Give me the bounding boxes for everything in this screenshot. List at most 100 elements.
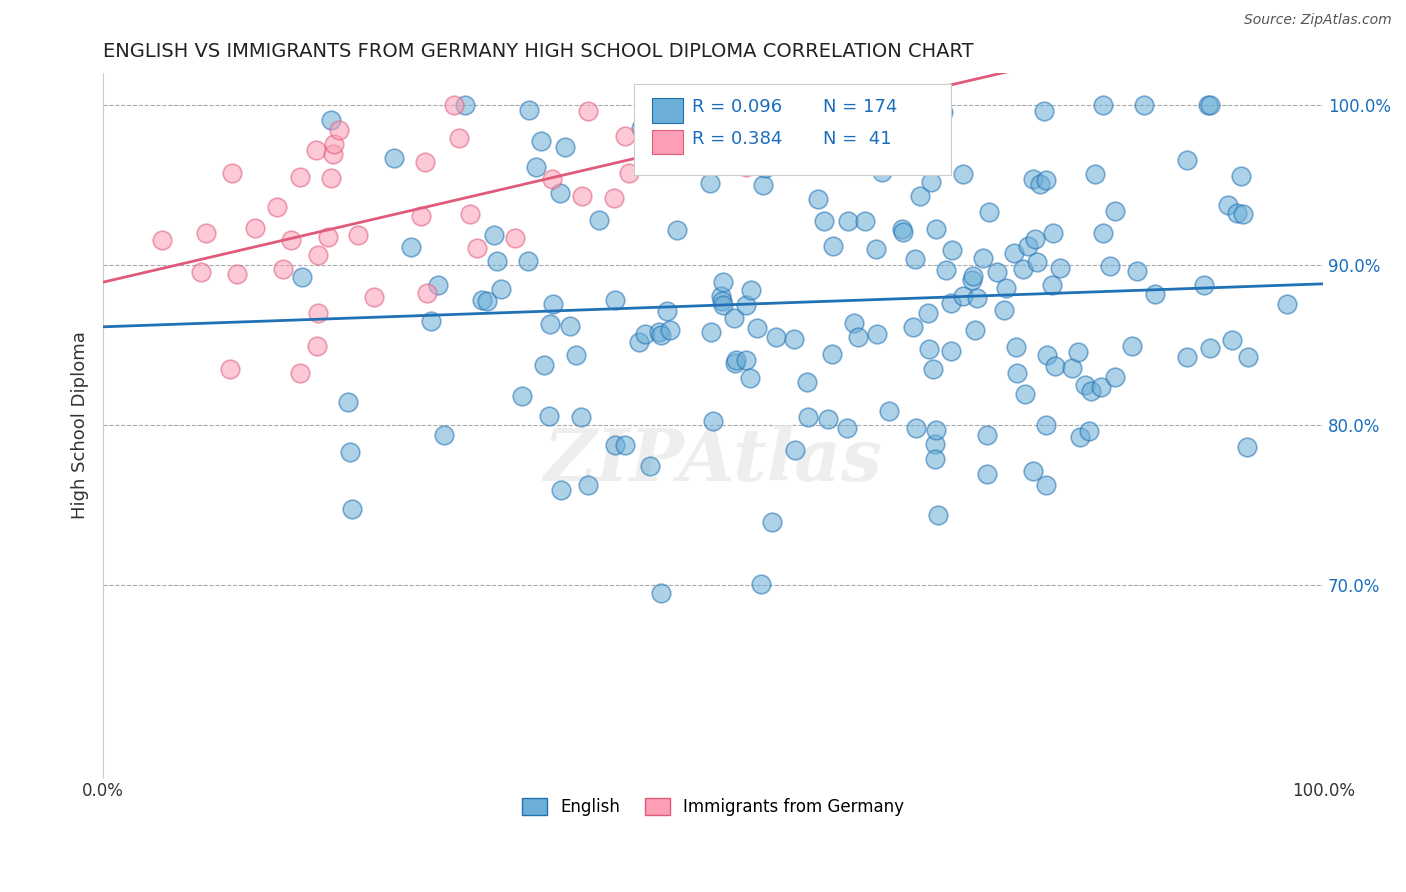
- Point: [613, 129, 636, 144]
- Point: [1199, 98, 1222, 112]
- Point: [1199, 341, 1222, 355]
- Point: [1220, 334, 1243, 348]
- Point: [605, 438, 627, 452]
- Point: [569, 409, 592, 424]
- Point: [702, 414, 724, 428]
- Point: [749, 577, 772, 591]
- Point: [941, 343, 963, 358]
- Point: [924, 436, 946, 450]
- Point: [920, 175, 942, 189]
- Point: [271, 262, 294, 277]
- Point: [893, 225, 915, 239]
- Point: [976, 428, 998, 442]
- Point: [363, 290, 385, 304]
- Point: [986, 265, 1008, 279]
- Bar: [652, 129, 683, 154]
- Point: [1024, 231, 1046, 245]
- Text: R = 0.096: R = 0.096: [692, 98, 783, 116]
- Point: [972, 252, 994, 266]
- Point: [307, 306, 329, 320]
- Point: [817, 411, 839, 425]
- Point: [713, 128, 735, 143]
- Point: [1014, 386, 1036, 401]
- Point: [734, 298, 756, 312]
- Point: [962, 272, 984, 286]
- Text: ENGLISH VS IMMIGRANTS FROM GERMANY HIGH SCHOOL DIPLOMA CORRELATION CHART: ENGLISH VS IMMIGRANTS FROM GERMANY HIGH …: [103, 42, 974, 61]
- Point: [924, 452, 946, 467]
- Point: [617, 166, 640, 180]
- Point: [740, 370, 762, 384]
- Point: [1036, 348, 1059, 362]
- Point: [783, 332, 806, 346]
- Point: [1091, 98, 1114, 112]
- Point: [346, 227, 368, 242]
- Text: N =  41: N = 41: [823, 130, 891, 148]
- Text: N = 174: N = 174: [823, 98, 897, 116]
- Point: [870, 165, 893, 179]
- Point: [454, 98, 477, 112]
- Point: [420, 314, 443, 328]
- Point: [1121, 339, 1143, 353]
- Point: [564, 348, 586, 362]
- Point: [427, 278, 450, 293]
- Point: [844, 316, 866, 330]
- Point: [1197, 98, 1219, 112]
- Bar: [652, 98, 683, 123]
- Point: [821, 347, 844, 361]
- Point: [779, 98, 801, 112]
- Point: [749, 134, 772, 148]
- Point: [935, 263, 957, 277]
- Point: [866, 327, 889, 342]
- Point: [925, 423, 948, 437]
- Point: [1074, 378, 1097, 392]
- Point: [765, 330, 787, 344]
- Point: [530, 134, 553, 148]
- Point: [319, 170, 342, 185]
- Point: [576, 478, 599, 492]
- Point: [821, 238, 844, 252]
- Point: [1104, 203, 1126, 218]
- Point: [927, 99, 949, 113]
- Point: [976, 467, 998, 481]
- Point: [491, 281, 513, 295]
- Point: [952, 168, 974, 182]
- Point: [638, 459, 661, 474]
- Point: [524, 161, 547, 175]
- Point: [328, 122, 350, 136]
- Point: [533, 358, 555, 372]
- Point: [908, 188, 931, 202]
- Point: [710, 289, 733, 303]
- Point: [918, 343, 941, 357]
- Point: [218, 362, 240, 376]
- Point: [1017, 239, 1039, 253]
- Point: [1275, 297, 1298, 311]
- Point: [541, 297, 564, 311]
- Legend: English, Immigrants from Germany: English, Immigrants from Germany: [513, 790, 912, 825]
- Point: [837, 214, 859, 228]
- Point: [588, 213, 610, 227]
- Point: [195, 227, 218, 241]
- Point: [835, 420, 858, 434]
- Point: [941, 243, 963, 257]
- Point: [1002, 245, 1025, 260]
- Point: [1230, 169, 1253, 184]
- Point: [225, 267, 247, 281]
- Point: [723, 310, 745, 325]
- Point: [411, 209, 433, 223]
- Point: [1099, 259, 1122, 273]
- Point: [486, 254, 509, 268]
- Point: [1045, 359, 1067, 373]
- Point: [558, 319, 581, 334]
- Point: [703, 98, 725, 112]
- Point: [416, 286, 439, 301]
- Point: [1192, 278, 1215, 293]
- Point: [319, 112, 342, 127]
- Point: [979, 204, 1001, 219]
- Point: [517, 103, 540, 118]
- Point: [603, 191, 626, 205]
- Point: [550, 483, 572, 498]
- Point: [806, 104, 828, 119]
- Point: [1005, 340, 1028, 354]
- Point: [1077, 424, 1099, 438]
- Point: [927, 508, 949, 523]
